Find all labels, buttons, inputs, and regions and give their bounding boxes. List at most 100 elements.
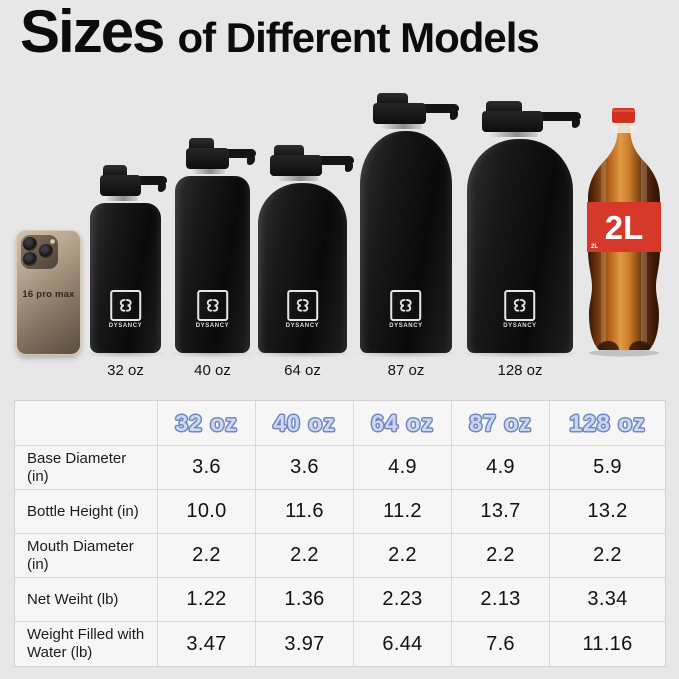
brand-logo-glyph-icon <box>390 290 422 321</box>
bottle-neck-ring <box>192 169 226 174</box>
table-value-cell: 4.9 <box>452 446 550 490</box>
brand-name: DYSANCY <box>108 323 143 329</box>
table-value-cell: 10.0 <box>158 490 256 534</box>
brand-logo-glyph-icon <box>286 290 318 321</box>
col-header-text: 64 oz <box>371 409 434 436</box>
brand-name: DYSANCY <box>195 323 230 329</box>
table-value-cell: 3.34 <box>550 578 665 622</box>
phone-label: 16 pro max <box>22 289 75 300</box>
bottle-neck-ring <box>491 132 538 137</box>
brand-logo: DYSANCY <box>196 290 230 329</box>
table-col-header-64oz: 64 oz <box>354 401 452 446</box>
phone-reference: 16 pro max <box>16 230 81 355</box>
table-value-cell: 2.2 <box>354 534 452 578</box>
table-value-cell: 3.47 <box>158 622 256 666</box>
table-value-cell: 1.22 <box>158 578 256 622</box>
bottle-lid <box>270 155 323 176</box>
col-header-text: 32 oz <box>175 409 238 436</box>
bottle-128oz: DYSANCY 128 oz <box>458 101 582 379</box>
cola-neck-clear <box>611 123 637 133</box>
table-col-header-40oz: 40 oz <box>256 401 354 446</box>
bottle-cap-spout <box>188 138 214 151</box>
bottle-64oz: DYSANCY 64 oz <box>250 145 355 379</box>
col-header-text: 87 oz <box>469 409 532 436</box>
brand-logo: DYSANCY <box>389 290 423 329</box>
table-row-label: Mouth Diameter (in) <box>15 534 158 578</box>
bottle-cap-spout <box>274 145 305 158</box>
bottle-lid <box>481 111 544 132</box>
table-row-label: Base Diameter (in) <box>15 446 158 490</box>
cola-2l-bottle: 2L 2L <box>584 100 664 358</box>
page-title: Sizes of Different Models <box>20 0 540 65</box>
bottle-handle <box>214 149 256 165</box>
bottle-size-label: 64 oz <box>284 362 321 379</box>
bottle-lid <box>185 148 229 169</box>
bottle-neck-ring <box>106 196 138 201</box>
brand-logo-glyph-icon <box>504 290 536 321</box>
bottle-handle <box>522 112 582 128</box>
bottle-cap-spout <box>102 165 127 178</box>
bottle-handle <box>126 176 167 192</box>
table-value-cell: 4.9 <box>354 446 452 490</box>
table-value-cell: 13.7 <box>452 490 550 534</box>
bottle-size-label: 87 oz <box>387 362 425 379</box>
brand-logo-glyph-icon <box>109 290 141 321</box>
camera-lens-icon <box>23 252 37 266</box>
bottle-87oz: DYSANCY 87 oz <box>352 93 460 379</box>
table-value-cell: 11.6 <box>256 490 354 534</box>
cola-base-bump <box>629 341 651 350</box>
bottle-neck-ring <box>278 176 318 181</box>
title-subtitle: of Different Models <box>177 14 539 61</box>
brand-name: DYSANCY <box>389 323 423 329</box>
table-col-header-32oz: 32 oz <box>158 401 256 446</box>
table-value-cell: 3.6 <box>256 446 354 490</box>
table-value-cell: 11.2 <box>354 490 452 534</box>
bottle-cap-spout <box>486 101 523 114</box>
bottle-body: DYSANCY <box>360 131 452 353</box>
bottle-body: DYSANCY <box>90 203 161 353</box>
table-value-cell: 3.6 <box>158 446 256 490</box>
col-header-text: 128 oz <box>569 409 646 436</box>
camera-lens-icon <box>39 244 53 258</box>
title-main: Sizes <box>20 0 165 65</box>
bottle-cap-spout <box>376 93 408 106</box>
table-value-cell: 7.6 <box>452 622 550 666</box>
brand-name: DYSANCY <box>503 323 537 329</box>
bottle-32oz: DYSANCY 32 oz <box>84 165 167 379</box>
table-row-label: Net Weiht (lb) <box>15 578 158 622</box>
cola-label <box>587 202 661 252</box>
cola-base-bump <box>597 341 619 350</box>
bottle-size-label: 128 oz <box>497 362 543 379</box>
table-corner-cell <box>15 401 158 446</box>
camera-lens-icon <box>23 237 37 251</box>
bottle-body: DYSANCY <box>467 139 573 353</box>
cola-cap-highlight <box>612 109 635 112</box>
cola-label-text: 2L <box>605 209 644 246</box>
table-value-cell: 1.36 <box>256 578 354 622</box>
table-value-cell: 2.2 <box>452 534 550 578</box>
bottle-lid <box>372 103 427 124</box>
table-col-header-128oz: 128 oz <box>550 401 665 446</box>
brand-logo-glyph-icon <box>196 290 228 321</box>
table-value-cell: 2.23 <box>354 578 452 622</box>
table-col-header-87oz: 87 oz <box>452 401 550 446</box>
bottle-lid <box>99 175 142 196</box>
table-value-cell: 2.2 <box>256 534 354 578</box>
table-value-cell: 3.97 <box>256 622 354 666</box>
bottle-neck-ring <box>381 124 422 129</box>
bottle-body: DYSANCY <box>175 176 250 353</box>
col-header-text: 40 oz <box>273 409 336 436</box>
bottle-size-label: 40 oz <box>194 362 231 379</box>
table-value-cell: 11.16 <box>550 622 665 666</box>
cola-label-small-text: 2L <box>591 244 598 250</box>
bottle-handle <box>304 156 355 172</box>
table-value-cell: 13.2 <box>550 490 665 534</box>
table-value-cell: 6.44 <box>354 622 452 666</box>
table-value-cell: 2.13 <box>452 578 550 622</box>
brand-logo: DYSANCY <box>286 290 320 329</box>
brand-name: DYSANCY <box>285 323 320 329</box>
camera-flash-icon <box>50 239 55 244</box>
cola-shadow <box>589 349 659 357</box>
bottle-body: DYSANCY <box>258 183 347 353</box>
